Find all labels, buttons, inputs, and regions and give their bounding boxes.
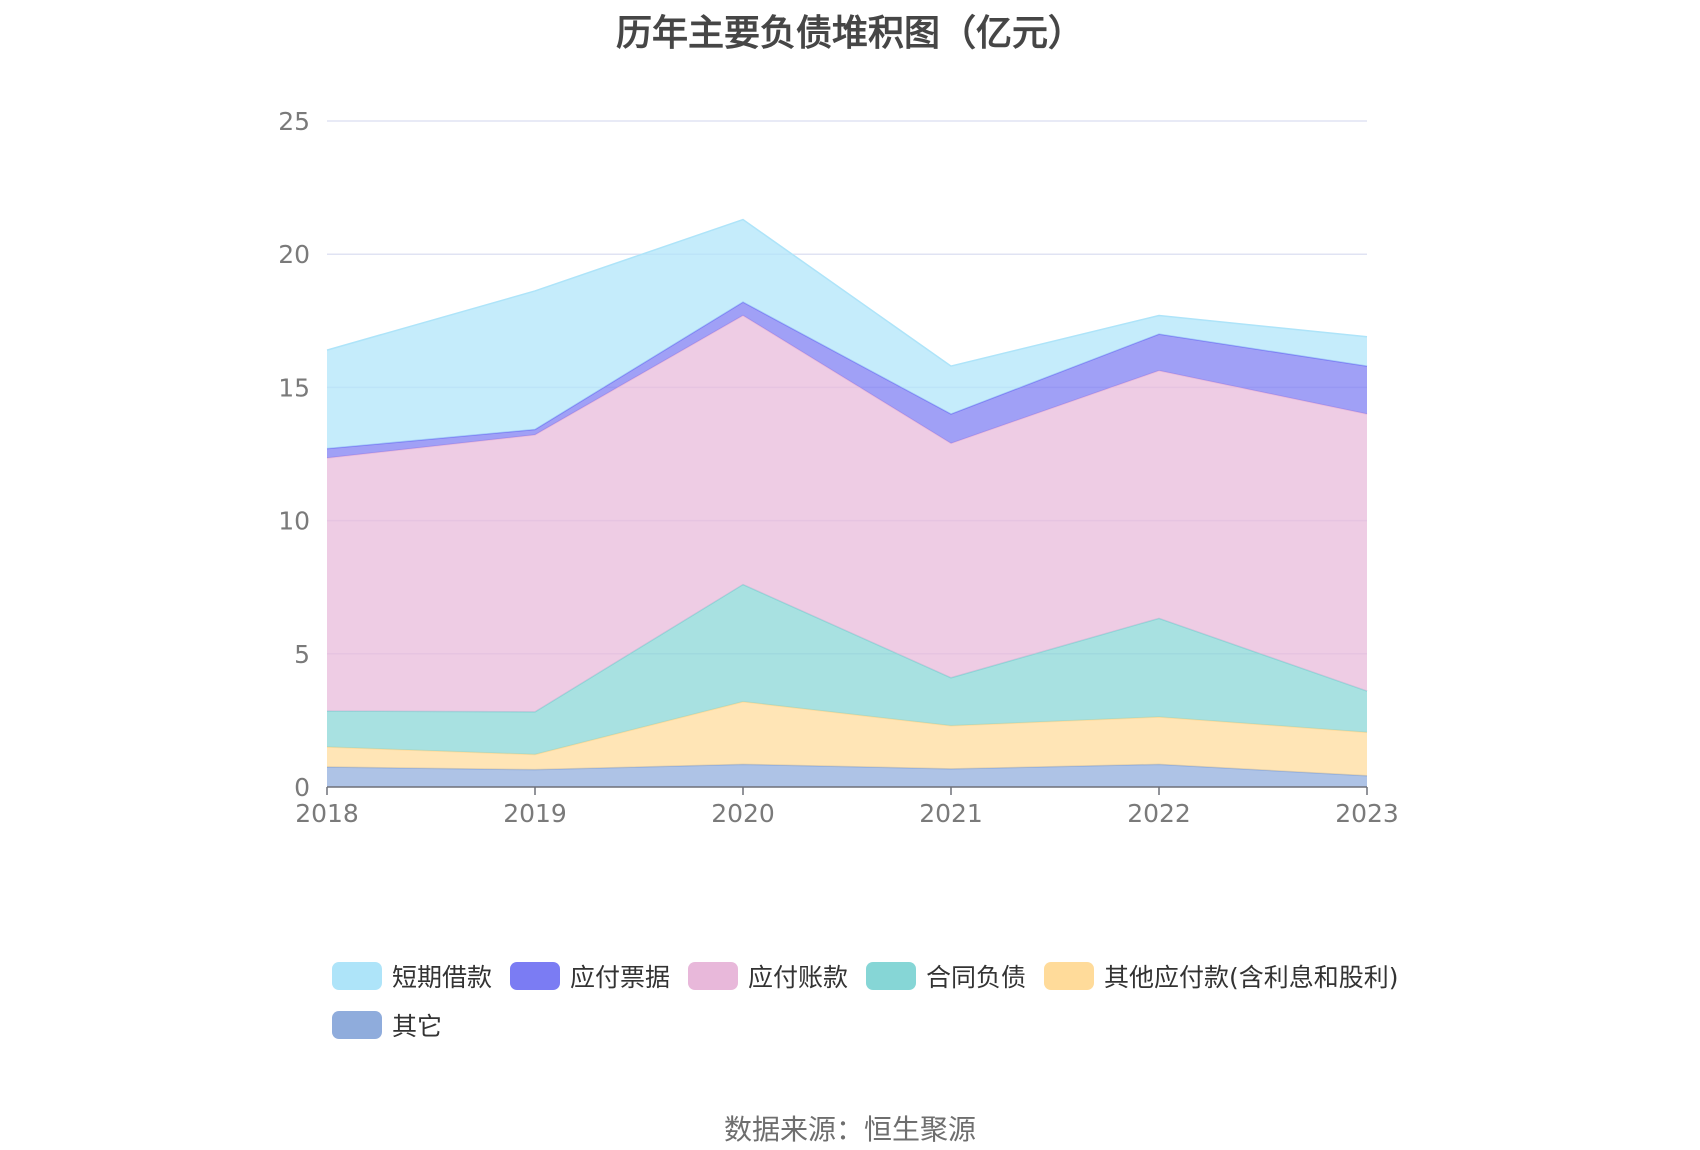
legend-item[interactable]: 应付账款	[688, 958, 848, 994]
legend-item[interactable]: 应付票据	[510, 958, 670, 994]
legend-item[interactable]: 其它	[332, 1007, 442, 1043]
y-tick-label: 10	[278, 507, 310, 536]
x-tick-label: 2023	[1335, 799, 1399, 828]
area-1	[327, 701, 1367, 776]
x-tick-label: 2022	[1127, 799, 1191, 828]
area-4	[327, 302, 1367, 458]
legend-label: 应付账款	[748, 963, 849, 992]
legend-item[interactable]: 短期借款	[332, 958, 492, 994]
area-3	[327, 315, 1367, 712]
legend-item[interactable]: 合同负债	[866, 958, 1026, 994]
area-series	[326, 218, 1368, 787]
area-2	[327, 584, 1367, 755]
y-tick-label: 5	[294, 640, 310, 669]
legend-label: 其他应付款(含利息和股利)	[1104, 963, 1399, 992]
x-tick-label: 2019	[503, 799, 567, 828]
x-tick-label: 2021	[919, 799, 983, 828]
y-tick-label: 20	[278, 240, 310, 269]
x-tick-label: 2020	[711, 799, 775, 828]
legend-item[interactable]: 其他应付款(含利息和股利)	[1044, 958, 1399, 994]
legend-swatch	[688, 962, 738, 990]
y-tick-label: 0	[294, 773, 310, 802]
legend-label: 合同负债	[926, 963, 1027, 992]
y-tick-label: 25	[278, 107, 310, 136]
x-axis: 2018 2019 2020 2021 2022 2023	[295, 786, 1399, 828]
legend-swatch	[332, 1011, 382, 1039]
y-tick-label: 15	[278, 373, 310, 402]
x-tick-label: 2018	[295, 799, 359, 828]
area-5	[327, 219, 1367, 449]
legend-label: 其它	[392, 1012, 443, 1041]
legend-swatch	[510, 962, 560, 990]
area-line-5	[326, 218, 1368, 367]
data-source: 数据来源：恒生聚源	[723, 1113, 976, 1146]
y-axis-ticks: 0 5 10 15 20 25	[278, 107, 310, 802]
legend-swatch	[866, 962, 916, 990]
area-0	[327, 764, 1367, 787]
legend-label: 短期借款	[392, 963, 493, 992]
legend-label: 应付票据	[570, 963, 671, 992]
legend-swatch	[1044, 962, 1094, 990]
chart-title: 历年主要负债堆积图（亿元）	[615, 13, 1084, 54]
legend-swatch	[332, 962, 382, 990]
